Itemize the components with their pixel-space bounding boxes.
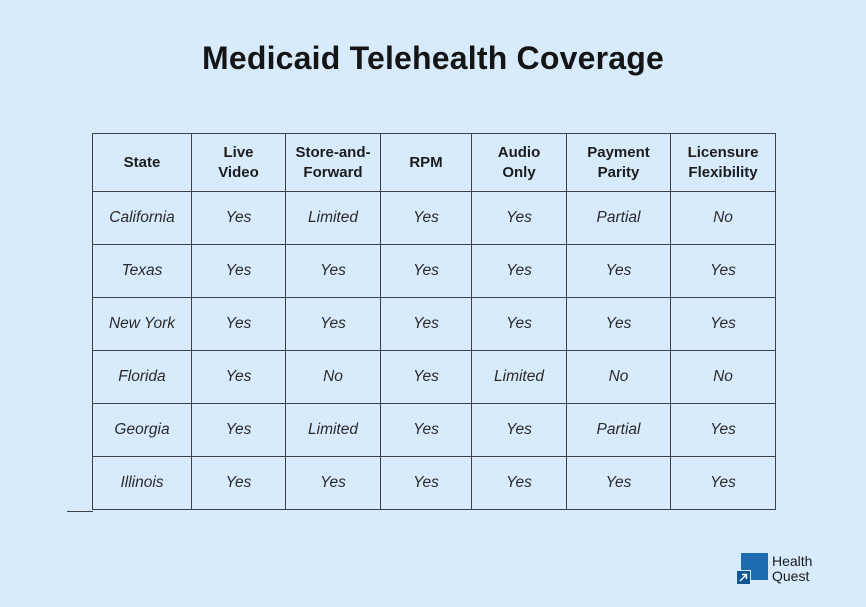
table-cell: Yes xyxy=(670,403,776,457)
table-cell: Yes xyxy=(670,456,776,510)
header-cell: Audio Only xyxy=(471,133,567,192)
table-cell: No xyxy=(285,350,381,404)
header-cell: Store-and- Forward xyxy=(285,133,381,192)
state-cell: Georgia xyxy=(92,403,192,457)
arrow-up-right-icon xyxy=(736,570,751,585)
table-cell: Yes xyxy=(380,403,472,457)
logo-line-2: Quest xyxy=(772,568,810,584)
state-cell: Illinois xyxy=(92,456,192,510)
table-cell: No xyxy=(670,350,776,404)
table-cell: Yes xyxy=(380,350,472,404)
table-cell: Yes xyxy=(670,297,776,351)
table-cell: Yes xyxy=(471,403,567,457)
table-cell: Yes xyxy=(670,244,776,298)
table-bottom-rule xyxy=(67,511,93,512)
table-cell: Yes xyxy=(380,191,472,245)
state-cell: California xyxy=(92,191,192,245)
health-quest-logo: Health Quest xyxy=(736,553,812,585)
coverage-table-container: State Live Video Store-and- Forward RPM … xyxy=(92,133,776,510)
header-cell: Live Video xyxy=(191,133,286,192)
table-cell: Limited xyxy=(285,191,381,245)
table-cell: Yes xyxy=(285,456,381,510)
table-cell: Partial xyxy=(566,191,671,245)
table-row: Illinois Yes Yes Yes Yes Yes Yes xyxy=(92,456,776,510)
table-cell: Partial xyxy=(566,403,671,457)
table-cell: Yes xyxy=(191,350,286,404)
table-row: New York Yes Yes Yes Yes Yes Yes xyxy=(92,297,776,351)
header-cell: Licensure Flexibility xyxy=(670,133,776,192)
table-cell: Yes xyxy=(471,456,567,510)
header-cell: RPM xyxy=(380,133,472,192)
table-cell: Yes xyxy=(285,244,381,298)
table-cell: Yes xyxy=(191,403,286,457)
logo-mark xyxy=(736,553,768,585)
state-cell: Florida xyxy=(92,350,192,404)
table-cell: Yes xyxy=(471,297,567,351)
header-cell: State xyxy=(92,133,192,192)
table-cell: Yes xyxy=(471,191,567,245)
table-cell: No xyxy=(566,350,671,404)
state-cell: Texas xyxy=(92,244,192,298)
table-cell: Yes xyxy=(191,191,286,245)
header-cell: Payment Parity xyxy=(566,133,671,192)
table-cell: Yes xyxy=(566,456,671,510)
table-cell: Yes xyxy=(191,456,286,510)
table-cell: Yes xyxy=(285,297,381,351)
table-cell: No xyxy=(670,191,776,245)
table-cell: Yes xyxy=(191,244,286,298)
state-cell: New York xyxy=(92,297,192,351)
table-cell: Limited xyxy=(471,350,567,404)
table-cell: Yes xyxy=(471,244,567,298)
table-row: Georgia Yes Limited Yes Yes Partial Yes xyxy=(92,403,776,457)
table-cell: Yes xyxy=(380,297,472,351)
table-row: California Yes Limited Yes Yes Partial N… xyxy=(92,191,776,245)
table-cell: Yes xyxy=(566,244,671,298)
table-cell: Limited xyxy=(285,403,381,457)
page-title: Medicaid Telehealth Coverage xyxy=(201,40,665,76)
table-row: Texas Yes Yes Yes Yes Yes Yes xyxy=(92,244,776,298)
logo-line-1: Health xyxy=(772,553,813,569)
table-cell: Yes xyxy=(380,244,472,298)
table-header-row: State Live Video Store-and- Forward RPM … xyxy=(92,133,776,192)
table-cell: Yes xyxy=(380,456,472,510)
table-cell: Yes xyxy=(191,297,286,351)
logo-wordmark: Health Quest xyxy=(772,554,812,584)
coverage-table: State Live Video Store-and- Forward RPM … xyxy=(92,133,776,510)
table-cell: Yes xyxy=(566,297,671,351)
table-row: Florida Yes No Yes Limited No No xyxy=(92,350,776,404)
